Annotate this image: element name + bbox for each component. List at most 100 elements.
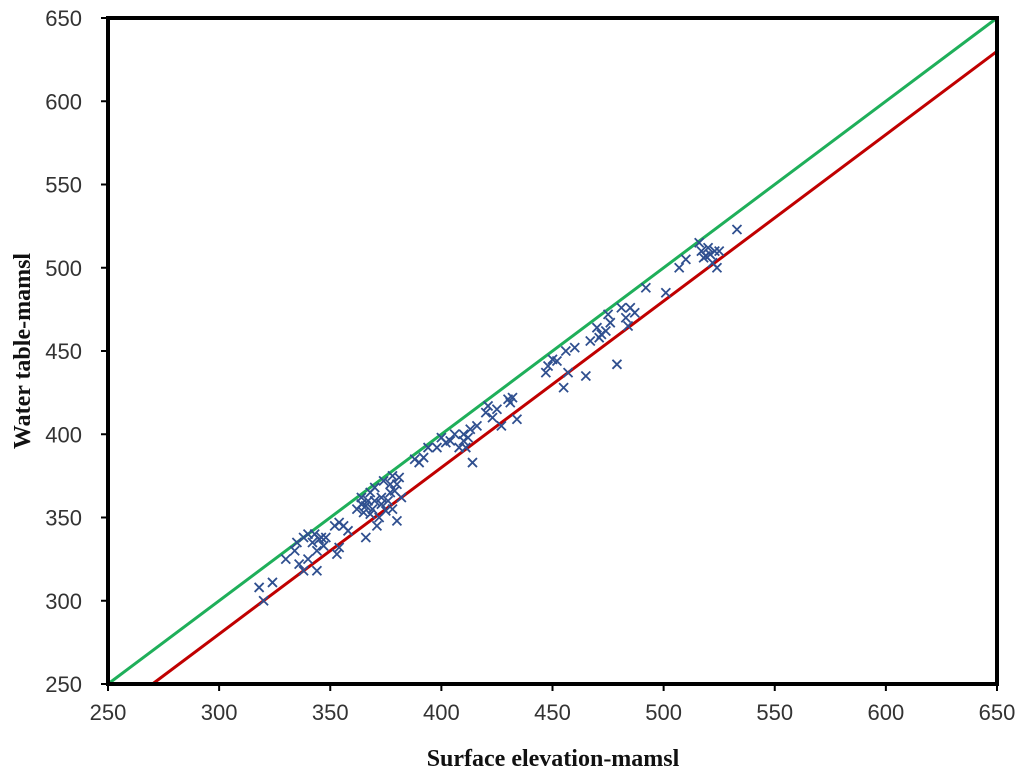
reference-lines [107,16,998,686]
data-point [480,407,491,418]
data-point [422,442,434,453]
data-point [258,595,269,606]
y-tick-label: 550 [45,173,82,198]
data-point [460,442,471,453]
data-point [396,492,407,503]
data-point [462,432,474,443]
data-points [253,224,743,606]
data-point [585,335,596,347]
data-point [591,322,603,333]
data-point [280,553,291,565]
data-point [302,553,314,565]
data-point [558,382,569,393]
data-point [367,504,378,515]
data-point [394,472,405,483]
data-point [320,532,331,543]
data-point [449,429,460,440]
y-tick-label: 650 [45,6,82,31]
data-point [611,359,623,370]
data-point [387,504,398,515]
data-point [674,262,685,273]
y-tick-label: 300 [45,589,82,614]
y-tick-label: 350 [45,506,82,531]
data-point [253,582,265,593]
y-tick-label: 250 [45,672,82,697]
data-point [482,400,494,412]
data-point [640,282,651,293]
data-point [316,532,327,543]
data-point [694,237,705,248]
data-point [391,479,403,490]
x-tick-label: 500 [645,700,682,725]
y-axis-title: Water table-mamsl [10,253,36,450]
data-point [569,342,580,353]
data-point [307,537,318,548]
data-point [465,424,476,435]
data-point [471,420,483,432]
data-point [605,317,616,328]
data-point [318,540,329,551]
data-point [507,392,518,403]
data-point [660,287,671,298]
y-tick-label: 450 [45,339,82,364]
y-tick-label: 500 [45,256,82,281]
y-tick-label: 600 [45,89,82,114]
y-axis-ticks: 250 300 350 400 450 500 550 600 650 [45,6,108,697]
data-point [496,420,507,432]
data-point [376,499,387,510]
x-tick-label: 650 [979,700,1016,725]
data-point [360,532,371,543]
data-point [602,309,614,320]
data-point [369,482,380,493]
x-tick-label: 350 [312,700,349,725]
data-point [378,475,389,487]
data-point [714,245,725,257]
data-point [731,224,743,235]
data-point [371,520,383,531]
data-point [600,325,611,337]
data-point [511,414,523,425]
data-point [702,242,714,253]
x-tick-label: 550 [756,700,793,725]
data-point [293,558,305,570]
x-tick-label: 450 [534,700,571,725]
data-point [267,577,278,588]
data-point [291,537,303,548]
data-point [431,442,443,453]
data-point [622,320,634,332]
data-point [680,254,691,265]
reference-line-green [107,16,998,686]
data-point [491,404,503,415]
data-point [369,495,380,506]
x-tick-label: 400 [423,700,460,725]
data-point [298,565,309,576]
data-point [562,367,574,378]
data-point [382,495,394,506]
data-point [540,367,551,378]
data-point [334,542,345,553]
data-point [311,545,323,556]
data-point [418,452,429,463]
x-tick-label: 600 [868,700,905,725]
data-point [289,545,300,556]
data-point [356,492,367,503]
data-point [629,307,640,318]
data-point [342,525,354,536]
x-axis-ticks: 250 300 350 400 450 500 550 600 650 [90,684,1016,725]
data-point [620,312,631,323]
x-tick-label: 250 [90,700,127,725]
data-point [711,262,723,273]
x-axis-title: Surface elevation-mamsl [427,746,680,772]
data-point [487,412,498,423]
reference-line-red [151,50,998,686]
data-point [542,360,554,372]
x-tick-label: 300 [201,700,238,725]
data-point [331,548,343,560]
data-point [551,355,563,367]
data-point [616,302,627,313]
data-point [580,370,591,382]
data-point [311,565,323,576]
data-point [391,515,403,526]
data-point [467,457,478,468]
